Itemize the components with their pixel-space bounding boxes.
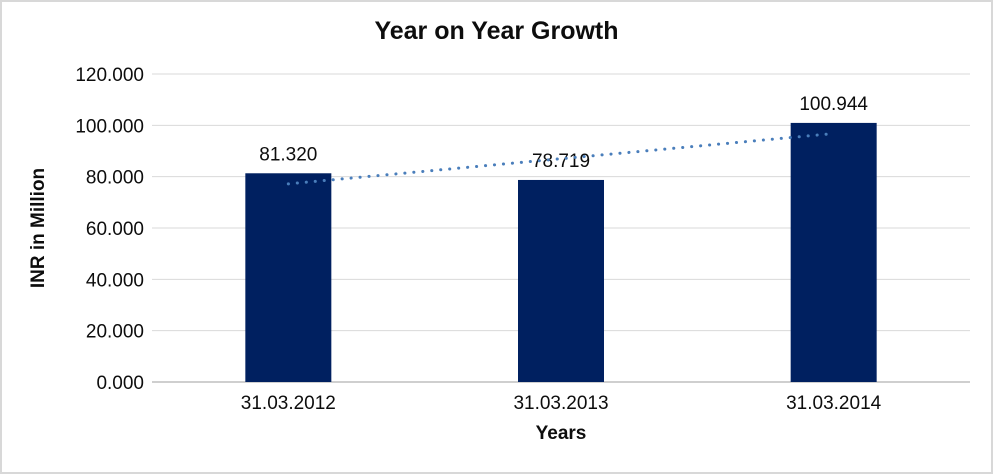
x-tick-label: 31.03.2014 [786,393,882,414]
y-tick-label: 60.000 [86,219,144,240]
y-tick-label: 0.000 [96,373,144,394]
y-tick-label: 100.000 [75,116,144,137]
x-tick-label: 31.03.2013 [513,393,608,414]
data-label: 100.944 [799,94,868,115]
bar-31.03.2012 [245,173,332,382]
y-tick-label: 80.000 [86,168,144,189]
chart-title: Year on Year Growth [374,17,619,45]
x-tick-label: 31.03.2012 [241,393,336,414]
y-tick-label: 20.000 [86,322,144,343]
y-tick-label: 120.000 [75,65,144,86]
trendline [286,132,836,186]
bar-31.03.2014 [790,122,877,382]
x-axis-title: Years [535,423,587,444]
y-tick-label: 40.000 [86,270,144,291]
data-label: 81.320 [259,144,317,165]
bar-31.03.2013 [518,179,604,382]
